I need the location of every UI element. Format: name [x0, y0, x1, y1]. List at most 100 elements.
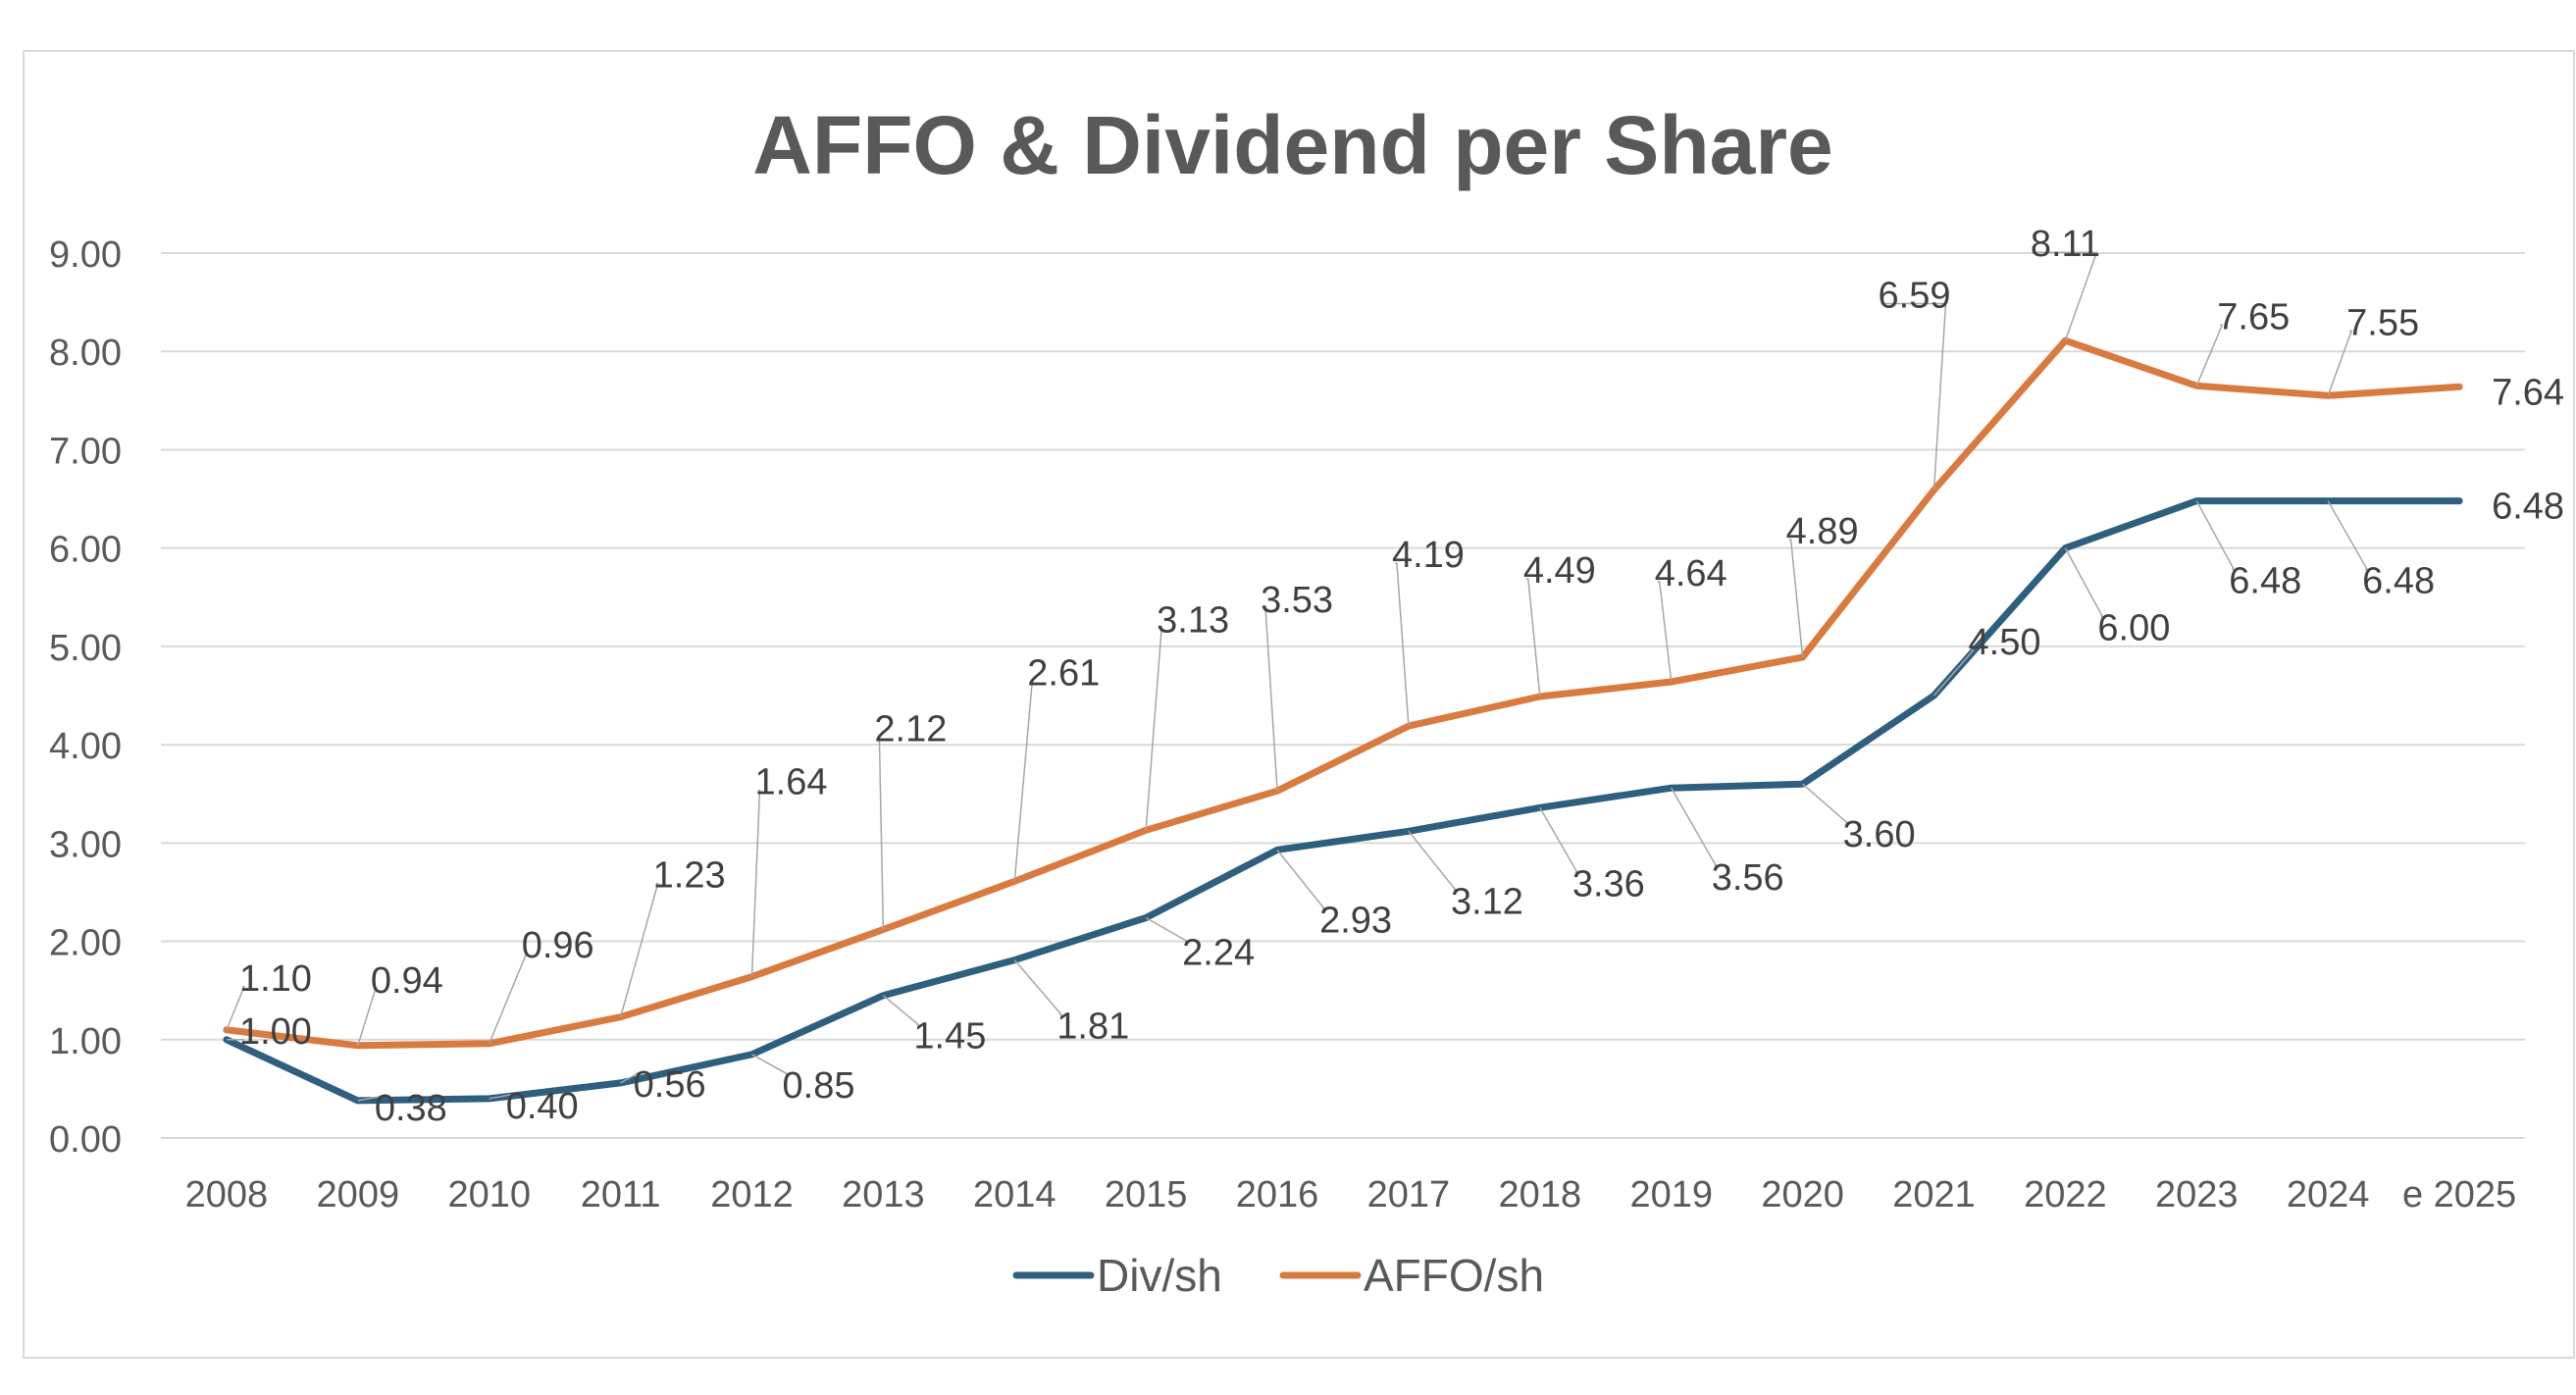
data-label: 6.59 — [1879, 276, 1951, 317]
data-labels: 1.00 0.38 0.40 0.56 0.85 1.45 1.81 2.24 2.93 3.12… — [239, 224, 2564, 1129]
gridlines — [161, 252, 2525, 1139]
data-label: 3.12 — [1451, 881, 1523, 922]
label-leader-line — [1880, 302, 1947, 491]
x-tick-label: 2023 — [2155, 1174, 2239, 1215]
x-tick-label: 2010 — [447, 1174, 531, 1215]
x-tick-label: 2015 — [1105, 1174, 1188, 1215]
label-leader-line — [1539, 806, 1579, 874]
data-label: 8.11 — [2031, 224, 2100, 265]
legend: Div/sh AFFO/sh — [1012, 1250, 1544, 1301]
data-label: 4.19 — [1392, 535, 1465, 576]
data-label: 3.13 — [1157, 599, 1229, 641]
label-leader-line — [226, 986, 246, 1031]
data-label: 0.40 — [506, 1086, 579, 1127]
x-tick-label: e 2025 — [2402, 1174, 2516, 1215]
data-label: 6.48 — [2492, 487, 2564, 528]
series-line-affo-sh — [223, 336, 2463, 1050]
data-label: 3.56 — [1712, 857, 1784, 899]
x-tick-label: 2011 — [581, 1174, 661, 1215]
label-leader-line — [620, 1072, 642, 1084]
data-label: 1.23 — [653, 855, 726, 897]
label-leader-line — [2195, 324, 2224, 387]
label-leader-line — [1525, 578, 1541, 698]
data-label: 0.85 — [783, 1065, 855, 1107]
label-leader-line — [1408, 830, 1458, 892]
y-tick-label: 4.00 — [49, 726, 122, 767]
y-tick-label: 0.00 — [49, 1119, 122, 1161]
data-point — [2458, 386, 2461, 388]
y-tick-label: 7.00 — [49, 431, 122, 472]
data-label: 7.55 — [2346, 302, 2419, 343]
label-leader-line — [489, 1094, 511, 1100]
label-leader-line — [1788, 539, 1804, 657]
data-label: 6.48 — [2362, 561, 2435, 602]
y-axis-ticks: 0.00 1.00 2.00 3.00 4.00 5.00 6.00 7.00 8.00 9.00 — [49, 234, 122, 1161]
x-tick-label: 2017 — [1367, 1174, 1451, 1215]
legend-label: AFFO/sh — [1364, 1250, 1544, 1301]
label-leader-line — [750, 789, 761, 977]
label-leader-line — [2195, 500, 2236, 571]
label-leader-line — [2032, 251, 2098, 341]
x-tick-label: 2018 — [1499, 1174, 1582, 1215]
x-tick-label: 2016 — [1236, 1174, 1319, 1215]
data-label: 4.89 — [1786, 511, 1859, 552]
label-leader-line — [1276, 849, 1326, 910]
data-label: 0.38 — [375, 1088, 447, 1129]
x-tick-label: 2021 — [1892, 1174, 1976, 1215]
data-label: 4.64 — [1655, 553, 1727, 594]
data-label: 2.12 — [874, 709, 947, 750]
x-tick-label: 2014 — [973, 1174, 1056, 1215]
y-tick-label: 5.00 — [49, 628, 122, 669]
label-leader-line — [2064, 547, 2104, 618]
data-label: 3.60 — [1843, 814, 1916, 855]
data-label: 0.96 — [522, 925, 594, 966]
label-leader-line — [1145, 916, 1190, 943]
data-label: 2.24 — [1182, 933, 1255, 974]
x-tick-label: 2013 — [842, 1174, 925, 1215]
label-leader-line — [1263, 607, 1278, 792]
label-leader-line — [1671, 787, 1719, 867]
label-leader-line — [882, 995, 921, 1026]
y-tick-label: 9.00 — [49, 234, 122, 276]
x-tick-label: 2019 — [1629, 1174, 1713, 1215]
chart-title: AFFO & Dividend per Share — [752, 99, 1833, 191]
label-leader-line — [1013, 680, 1034, 882]
x-tick-label: 2012 — [710, 1174, 794, 1215]
data-label: 1.10 — [239, 958, 312, 1000]
y-tick-label: 6.00 — [49, 530, 122, 571]
data-label: 3.36 — [1572, 863, 1645, 904]
data-label: 7.64 — [2492, 372, 2564, 413]
data-label: 2.93 — [1319, 900, 1392, 941]
label-leader-line — [619, 882, 659, 1017]
data-label: 4.49 — [1523, 550, 1596, 592]
label-leader-line — [877, 736, 885, 930]
data-label: 4.50 — [1969, 622, 2041, 663]
label-leader-line — [1802, 783, 1850, 824]
data-label: 3.53 — [1261, 580, 1333, 621]
y-tick-label: 3.00 — [49, 824, 122, 865]
label-leader-line — [1145, 627, 1162, 831]
label-leader-line — [1013, 959, 1063, 1016]
label-leader-line — [1394, 562, 1410, 727]
label-leader-line — [2327, 500, 2369, 571]
data-label: 6.00 — [2097, 608, 2170, 649]
x-tick-label: 2024 — [2287, 1174, 2370, 1215]
label-leader-line — [1932, 649, 1976, 697]
x-tick-label: 2022 — [2024, 1174, 2107, 1215]
y-tick-label: 1.00 — [49, 1021, 122, 1062]
y-tick-label: 8.00 — [49, 333, 122, 374]
data-point — [2458, 499, 2461, 502]
data-label: 1.45 — [913, 1016, 986, 1058]
label-leader-line — [357, 988, 377, 1047]
x-tick-label: 2009 — [317, 1174, 400, 1215]
data-label: 0.56 — [634, 1064, 706, 1106]
data-label: 0.94 — [371, 960, 443, 1002]
x-tick-label: 2020 — [1761, 1174, 1844, 1215]
label-leader-line — [489, 953, 528, 1045]
data-label: 1.00 — [239, 1011, 312, 1053]
data-label: 7.65 — [2217, 296, 2290, 337]
data-label: 6.48 — [2229, 561, 2301, 602]
y-tick-label: 2.00 — [49, 923, 122, 964]
label-leader-line — [751, 1054, 791, 1075]
